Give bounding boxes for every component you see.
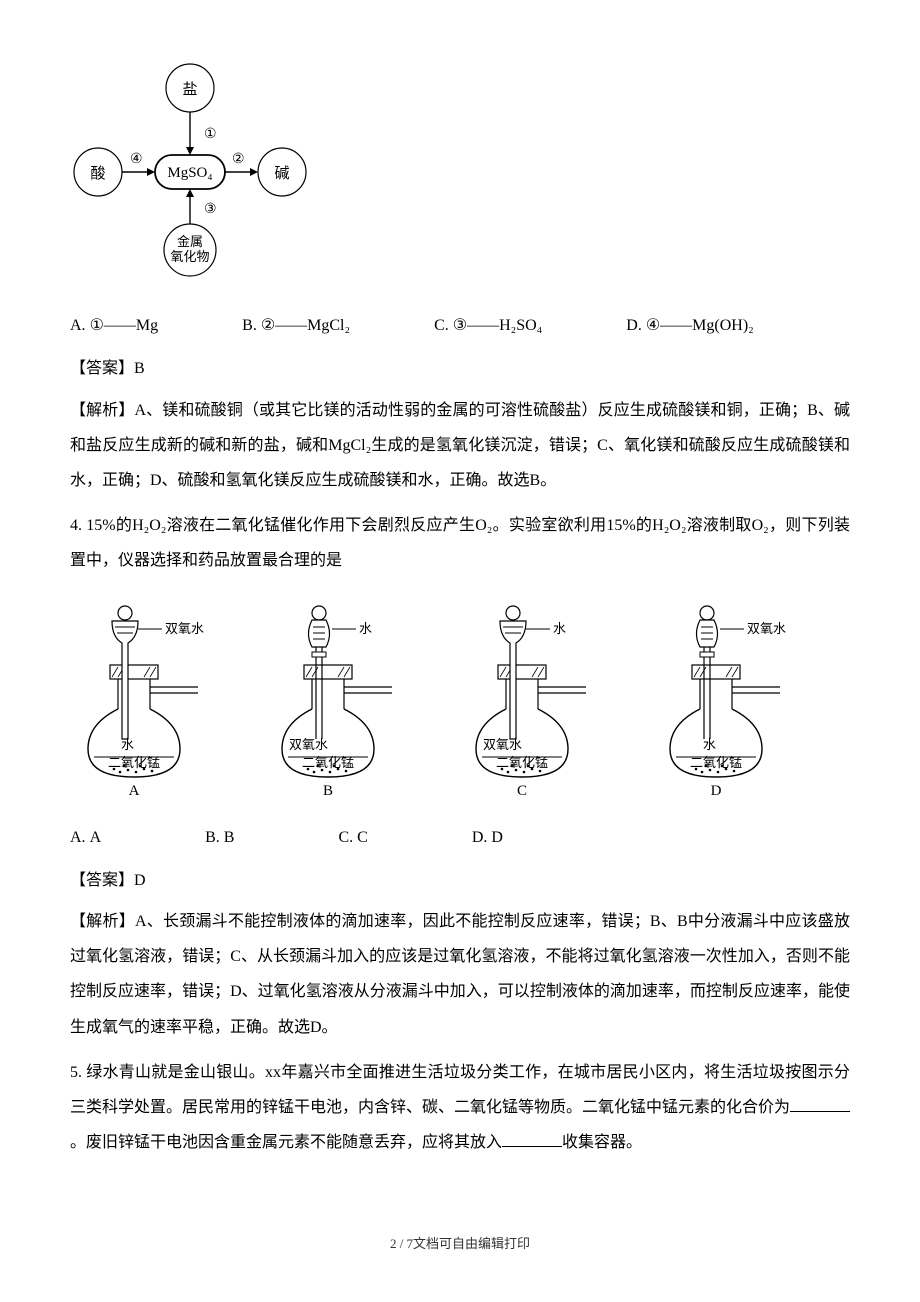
svg-text:二氧化锰: 二氧化锰 [496,755,548,770]
flask-b: 水 双氧水 二氧化锰 B [264,589,424,812]
flask-diagram-row: 双氧水 水 二氧化锰 A 水 双氧水 [70,589,850,812]
q4-options: A. A B. B C. C D. D [70,820,850,855]
svg-text:A: A [129,783,140,799]
q3-opt-b: B. ②——MgCl₂ [242,308,390,343]
left-node-label: 酸 [90,165,105,182]
blank-1 [790,1095,850,1112]
q3-explain: 【解析】A、镁和硫酸铜（或其它比镁的活动性弱的金属的可溶性硫酸盐）反应生成硫酸镁… [70,393,850,499]
q3-answer: 【答案】B [70,351,850,386]
svg-text:水: 水 [359,621,372,636]
svg-text:水: 水 [553,621,566,636]
q4-opt-b: B. B [205,820,284,855]
flask-a: 双氧水 水 二氧化锰 A [70,589,230,812]
svg-text:水: 水 [121,737,134,752]
q4-text: 4. 15%的H₂O₂溶液在二氧化锰催化作用下会剧烈反应产生O₂。实验室欲利用1… [70,508,850,578]
svg-text:水: 水 [703,737,716,752]
right-node-label: 碱 [274,165,289,182]
blank-2 [502,1130,562,1147]
q3-opt-a: A. ①——Mg [70,308,198,343]
bottom-node-label-2: 氧化物 [170,249,209,264]
flask-d: 双氧水 水 二氧化锰 D [652,589,812,812]
arrow-4-label: ④ [130,152,143,167]
arrow-2-label: ② [232,152,245,167]
page-footer: 2 / 7文档可自由编辑打印 [70,1230,850,1259]
svg-text:二氧化锰: 二氧化锰 [302,755,354,770]
svg-text:二氧化锰: 二氧化锰 [108,755,160,770]
svg-text:双氧水: 双氧水 [747,621,786,636]
q4-explain: 【解析】A、长颈漏斗不能控制液体的滴加速率，因此不能控制反应速率，错误；B、B中… [70,904,850,1045]
svg-text:B: B [323,783,333,799]
q4-opt-c: C. C [338,820,417,855]
bottom-node-label-1: 金属 [177,234,203,249]
svg-text:双氧水: 双氧水 [483,737,522,752]
svg-text:双氧水: 双氧水 [289,737,328,752]
top-node-label: 盐 [182,81,197,98]
q4-opt-d: D. D [472,820,553,855]
svg-text:D: D [711,783,722,799]
q5-text: 5. 绿水青山就是金山银山。xx年嘉兴市全面推进生活垃圾分类工作，在城市居民小区… [70,1055,850,1161]
svg-text:C: C [517,783,527,799]
q3-opt-c: C. ③——H₂SO₄ [434,308,582,343]
svg-text:二氧化锰: 二氧化锰 [690,755,742,770]
q3-options: A. ①——Mg B. ②——MgCl₂ C. ③——H₂SO₄ D. ④——M… [70,308,850,343]
svg-text:双氧水: 双氧水 [165,621,204,636]
arrow-3-label: ③ [204,202,217,217]
q3-opt-d: D. ④——Mg(OH)₂ [626,308,793,343]
q4-answer: 【答案】D [70,863,850,898]
arrow-1-label: ① [204,127,217,142]
flask-c: 水 双氧水 二氧化锰 C [458,589,618,812]
center-label: MgSO₄ [167,165,212,181]
q4-opt-a: A. A [70,820,151,855]
mgso4-diagram: MgSO₄ 盐 ① 碱 ② 金属 氧化物 ③ 酸 ④ [70,60,850,293]
